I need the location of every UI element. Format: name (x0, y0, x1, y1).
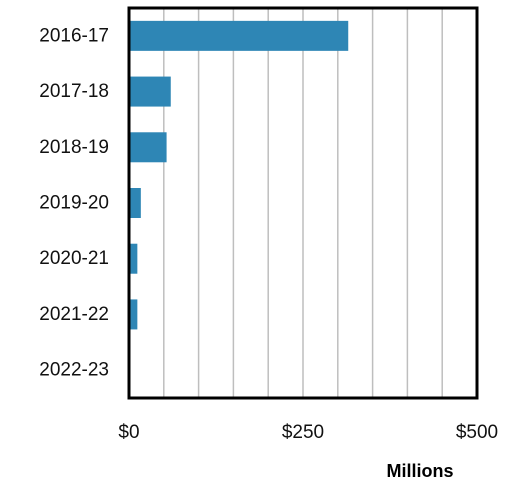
gridlines (163, 8, 443, 398)
plot-frame (127, 6, 479, 400)
category-label-2018-19: 2018-19 (39, 137, 109, 158)
x-tick-labels: $0 $250 $500 (118, 422, 498, 443)
x-axis-unit-label: Millions (387, 461, 454, 481)
bar-2020-21 (129, 243, 138, 274)
category-label-2016-17: 2016-17 (39, 25, 109, 46)
bar-2021-22 (129, 299, 138, 330)
x-tick-label-500: $500 (456, 422, 498, 443)
category-labels: 2016-17 2017-18 2018-19 2019-20 2020-21 2021-… (39, 25, 109, 380)
category-label-2020-21: 2020-21 (39, 248, 109, 269)
category-label-2021-22: 2021-22 (39, 304, 109, 325)
category-label-2019-20: 2019-20 (39, 193, 109, 214)
x-tick-label-0: $0 (118, 422, 139, 443)
bar-2016-17 (129, 20, 349, 51)
category-label-2022-23: 2022-23 (39, 360, 109, 381)
bar-2019-20 (129, 188, 141, 218)
bar-2017-18 (129, 76, 171, 107)
category-label-2017-18: 2017-18 (39, 81, 109, 102)
bar-2018-19 (129, 132, 167, 163)
x-tick-label-250: $250 (282, 422, 324, 443)
bars (129, 20, 349, 330)
